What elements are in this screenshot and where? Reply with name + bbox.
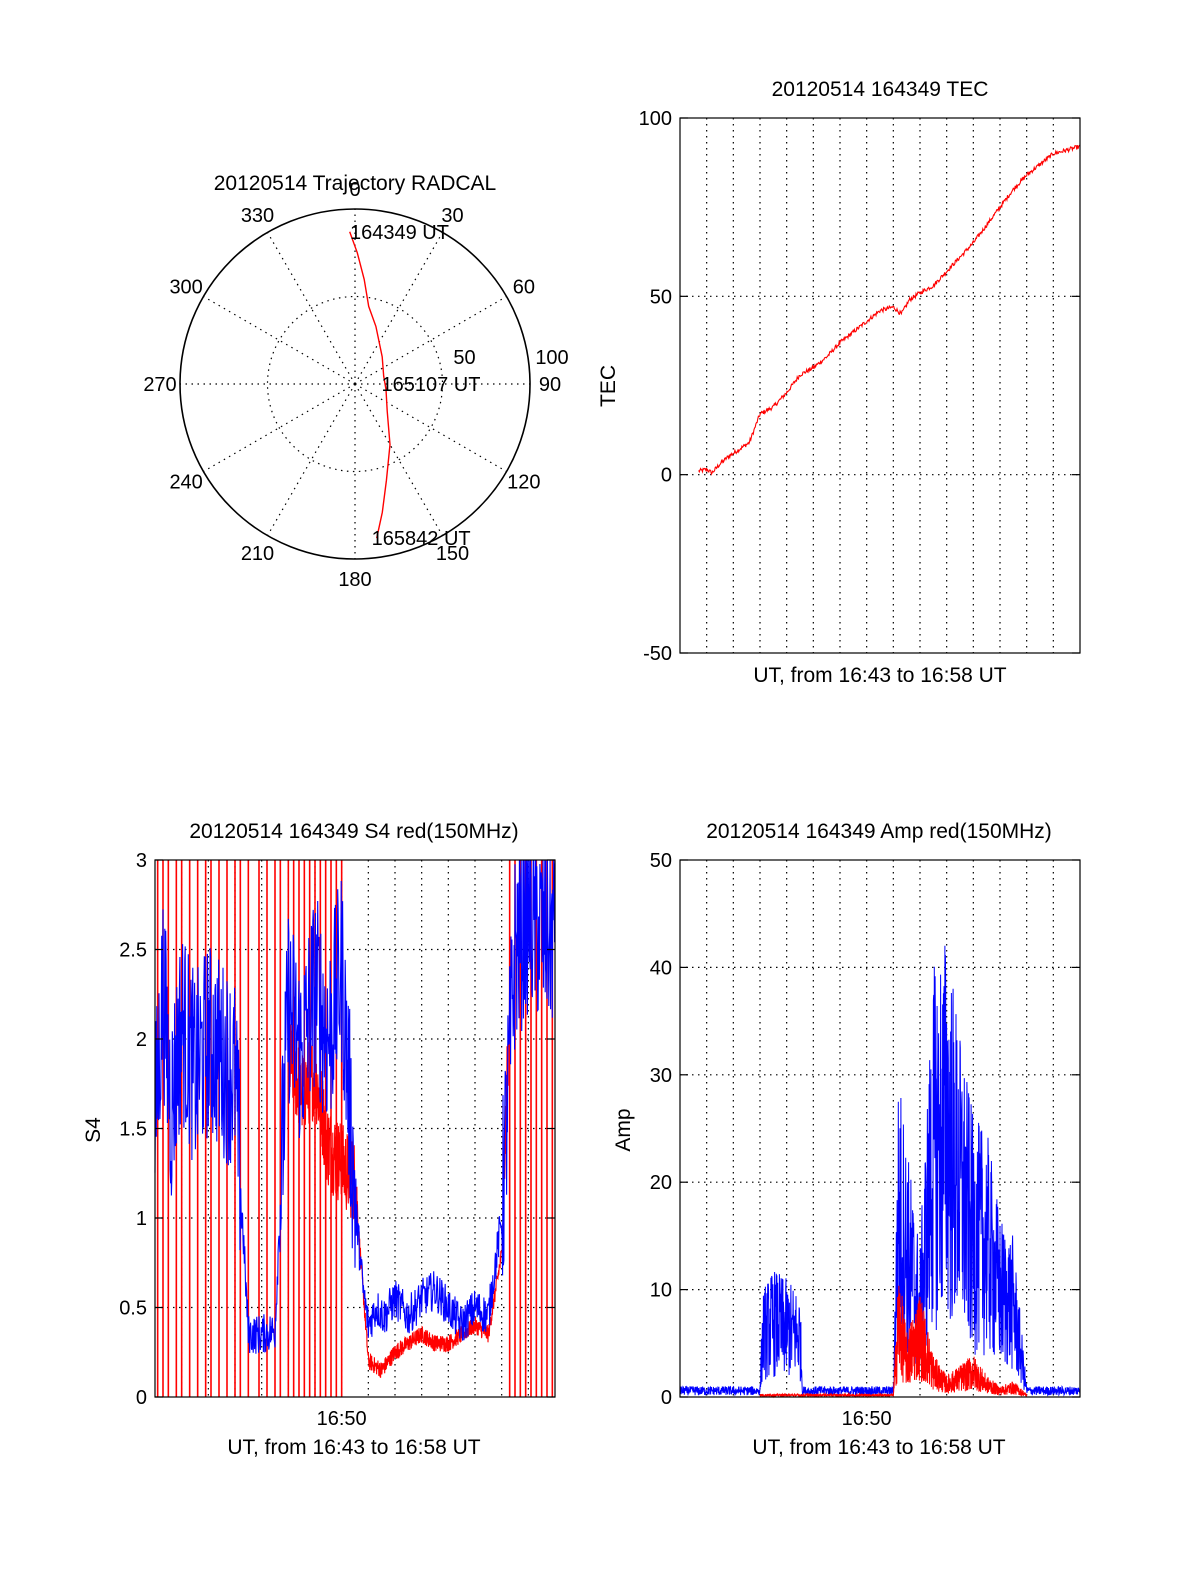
s4-x-tick-label: 16:50 xyxy=(317,1408,367,1430)
polar-time-annotation: 165107 UT xyxy=(382,374,481,396)
amp-series-blue xyxy=(679,945,1081,1397)
s4-y-tick-label: 0 xyxy=(136,1387,147,1409)
polar-radial-label: 100 xyxy=(535,347,568,369)
s4-x-ticks: 16:50 xyxy=(317,1408,367,1430)
tec-plot-frame xyxy=(679,117,1081,654)
polar-radial-label: 50 xyxy=(453,347,475,369)
amp-panel: 20120514 164349 Amp red(150MHz) 0 10 20 30 4… xyxy=(612,820,1081,1459)
polar-panel: 20120514 Trajectory RADCAL 0 30 60 90 120 150… xyxy=(143,172,568,591)
tec-series xyxy=(698,144,1081,476)
s4-y-tick-label: 1.5 xyxy=(119,1119,147,1141)
amp-y-tick-label: 40 xyxy=(650,957,672,979)
s4-panel: 20120514 164349 S4 red(150MHz) 0 0.5 1 1.5 2… xyxy=(82,820,556,1459)
s4-y-tick-label: 3 xyxy=(136,850,147,872)
amp-x-ticks: 16:50 xyxy=(842,1408,892,1430)
s4-series-blue xyxy=(154,859,556,1354)
polar-angle-label: 300 xyxy=(169,277,202,299)
tec-y-tick-label: 50 xyxy=(650,286,672,308)
tec-y-tick-label: -50 xyxy=(643,643,672,665)
s4-y-ticks: 0 0.5 1 1.5 2 2.5 3 xyxy=(119,850,555,1409)
s4-title: 20120514 164349 S4 red(150MHz) xyxy=(189,820,518,843)
s4-y-tick-label: 0.5 xyxy=(119,1298,147,1320)
polar-annotations: 164349 UT 165107 UT 165842 UT xyxy=(350,222,480,550)
amp-title: 20120514 164349 Amp red(150MHz) xyxy=(706,820,1052,843)
amp-y-tick-label: 0 xyxy=(661,1387,672,1409)
polar-angle-label: 210 xyxy=(241,543,274,565)
polar-angle-label: 60 xyxy=(513,277,535,299)
tec-panel: 20120514 164349 TEC -50 0 50 100 UT, from 1… xyxy=(597,78,1081,687)
s4-y-label: S4 xyxy=(82,1117,105,1143)
polar-time-annotation: 165842 UT xyxy=(372,528,471,550)
amp-y-label: Amp xyxy=(612,1108,635,1151)
polar-angle-label: 90 xyxy=(539,374,561,396)
tec-title: 20120514 164349 TEC xyxy=(772,78,989,101)
amp-y-tick-label: 10 xyxy=(650,1280,672,1302)
s4-x-label: UT, from 16:43 to 16:58 UT xyxy=(227,1436,480,1459)
tec-y-ticks: -50 0 50 100 xyxy=(639,108,1080,665)
polar-grid xyxy=(179,208,531,560)
amp-plot-frame xyxy=(679,859,1081,1398)
amp-y-tick-label: 30 xyxy=(650,1065,672,1087)
polar-series xyxy=(349,231,391,539)
polar-angle-label: 240 xyxy=(169,472,202,494)
s4-y-tick-label: 2 xyxy=(136,1029,147,1051)
amp-y-tick-label: 20 xyxy=(650,1172,672,1194)
amp-grid xyxy=(680,860,1080,1397)
polar-title: 20120514 Trajectory RADCAL xyxy=(214,172,497,195)
tec-grid xyxy=(680,118,1080,653)
tec-y-tick-label: 0 xyxy=(661,465,672,487)
tec-y-tick-label: 100 xyxy=(639,108,672,130)
polar-angle-label: 120 xyxy=(507,472,540,494)
polar-angle-label: 180 xyxy=(338,569,371,591)
tec-x-label: UT, from 16:43 to 16:58 UT xyxy=(753,664,1006,687)
tec-series-line xyxy=(698,144,1081,476)
polar-radial-labels: 50 100 xyxy=(453,347,568,369)
amp-y-tick-label: 50 xyxy=(650,850,672,872)
polar-angle-label: 330 xyxy=(241,205,274,227)
polar-grid-circle xyxy=(266,295,444,473)
polar-angle-label: 270 xyxy=(143,374,176,396)
polar-trajectory-line xyxy=(349,231,391,539)
polar-angle-labels: 0 30 60 90 120 150 180 210 240 270 300 330 xyxy=(143,179,561,591)
polar-angle-label: 150 xyxy=(436,543,469,565)
polar-angle-label: 30 xyxy=(441,205,463,227)
amp-x-tick-label: 16:50 xyxy=(842,1408,892,1430)
s4-y-tick-label: 1 xyxy=(136,1208,147,1230)
tec-y-label: TEC xyxy=(597,365,620,407)
amp-y-ticks: 0 10 20 30 40 50 xyxy=(650,850,1080,1409)
polar-time-annotation: 164349 UT xyxy=(350,222,449,244)
s4-y-tick-label: 2.5 xyxy=(119,940,147,962)
polar-angle-label: 0 xyxy=(349,179,360,201)
amp-x-label: UT, from 16:43 to 16:58 UT xyxy=(752,1436,1005,1459)
